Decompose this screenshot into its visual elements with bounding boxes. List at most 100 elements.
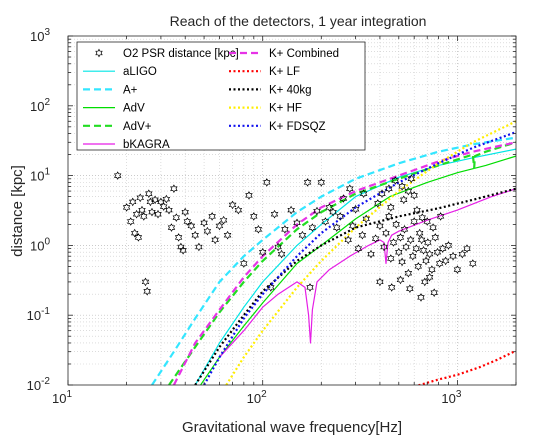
- psr-point: [385, 184, 393, 193]
- tick-label: 103: [30, 27, 50, 44]
- psr-point: [287, 205, 295, 215]
- psr-point: [371, 234, 380, 243]
- psr-point: [469, 259, 477, 268]
- tick-label: 101: [30, 167, 50, 184]
- psr-point: [325, 203, 334, 212]
- psr-point: [398, 257, 406, 267]
- psr-point: [404, 268, 413, 278]
- psr-point: [418, 213, 427, 222]
- psr-point: [228, 200, 237, 210]
- legend-label: bKAGRA: [123, 139, 170, 151]
- legend-label: K+ 40kg: [269, 84, 312, 96]
- legend-label: K+ LF: [269, 66, 300, 78]
- psr-point: [362, 214, 370, 224]
- psr-point: [429, 223, 437, 232]
- psr-point: [154, 209, 162, 219]
- psr-point: [270, 209, 279, 219]
- psr-point: [344, 235, 352, 245]
- psr-point: [444, 241, 453, 250]
- psr-point: [402, 242, 410, 252]
- psr-point: [419, 246, 428, 255]
- grid: [68, 36, 516, 385]
- psr-point: [410, 217, 418, 226]
- legend-box: [76, 41, 366, 151]
- psr-point: [165, 205, 173, 215]
- psr-point: [240, 259, 248, 268]
- psr-point: [453, 265, 462, 274]
- psr-point: [376, 221, 384, 231]
- psr-point: [406, 284, 414, 293]
- psr-point: [203, 226, 212, 236]
- psr-point: [145, 189, 153, 198]
- psr-point: [400, 224, 409, 234]
- psr-point: [392, 220, 400, 229]
- psr-point: [388, 283, 396, 292]
- psr-point: [219, 215, 228, 225]
- psr-point: [172, 213, 180, 222]
- psr-point: [195, 242, 203, 252]
- y-axis-label: distance [kpc]: [9, 165, 26, 257]
- psr-point: [263, 178, 271, 187]
- psr-point: [143, 287, 151, 296]
- psr-point: [148, 207, 156, 217]
- psr-point: [458, 249, 466, 259]
- psr-point: [234, 205, 243, 215]
- psr-point: [167, 223, 176, 232]
- x-axis-label: Gravitational wave frequency[Hz]: [182, 419, 402, 436]
- psr-point: [151, 195, 159, 205]
- legend-marker: [95, 48, 103, 58]
- chart-title: Reach of the detectors, 1 year integrati…: [170, 13, 427, 29]
- psr-point: [179, 246, 187, 255]
- tick-label: 102: [247, 389, 267, 406]
- psr-point: [211, 235, 219, 245]
- legend-label: AdV+: [123, 121, 152, 133]
- tick-label: 102: [30, 97, 50, 114]
- psr-point: [378, 189, 386, 199]
- legend-label: AdV: [123, 103, 145, 115]
- legend: O2 PSR distance [kpc] aLIGO A+ AdV AdV+ bKAGR…: [76, 41, 366, 151]
- psr-point: [387, 254, 395, 263]
- psr-point: [129, 197, 137, 207]
- psr-point: [428, 265, 436, 274]
- tick-label: 10-2: [27, 376, 51, 393]
- psr-point: [208, 212, 216, 221]
- psr-point: [345, 184, 354, 193]
- plot-area: [114, 120, 516, 385]
- psr-point: [385, 212, 393, 221]
- psr-point: [359, 189, 368, 198]
- tick-label: 103: [441, 389, 461, 406]
- psr-point: [395, 247, 403, 257]
- psr-point: [376, 277, 384, 287]
- psr-point: [159, 202, 168, 211]
- tick-label: 10-1: [27, 306, 51, 323]
- psr-point: [398, 182, 406, 191]
- psr-point: [122, 203, 131, 212]
- psr-point: [414, 262, 422, 271]
- psr-point: [404, 186, 413, 196]
- psr-point: [333, 223, 341, 232]
- psr-point: [415, 228, 424, 238]
- psr-point: [396, 275, 405, 285]
- psr-point: [396, 233, 405, 242]
- series-line-adv: [200, 155, 516, 385]
- psr-point: [389, 238, 398, 247]
- legend-label: O2 PSR distance [kpc]: [123, 48, 239, 60]
- psr-point: [329, 207, 337, 217]
- psr-point: [441, 256, 450, 266]
- psr-point: [274, 242, 282, 252]
- psr-point: [412, 244, 420, 253]
- psr-point: [187, 221, 196, 231]
- psr-point: [374, 199, 382, 208]
- psr-point: [281, 225, 289, 234]
- plot-frame: [67, 35, 517, 386]
- psr-point: [181, 207, 189, 217]
- psr-point: [114, 171, 122, 180]
- psr-point: [431, 233, 439, 242]
- psr-point: [425, 272, 434, 282]
- psr-point: [349, 221, 357, 231]
- psr-point: [131, 228, 139, 238]
- psr-point: [422, 256, 430, 266]
- psr-point: [339, 194, 348, 203]
- psr-point: [391, 176, 399, 185]
